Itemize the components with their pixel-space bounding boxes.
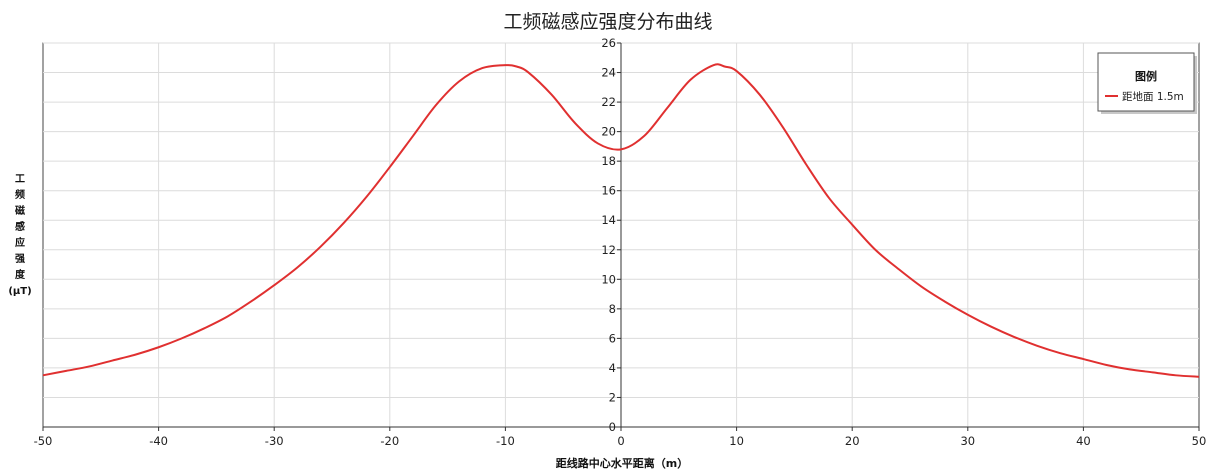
y-axis-title: 工频磁感应强度 [15,174,26,281]
x-tick-label: -20 [380,434,399,448]
y-tick-label: 4 [609,361,616,375]
x-tick-label: 0 [617,434,624,448]
x-tick-label: 10 [729,434,744,448]
series-lines [42,63,1200,378]
y-tick-label: 2 [609,390,616,404]
x-tick-label: -50 [34,434,53,448]
y-axis-unit: (μT) [8,286,31,297]
y-tick-label: 16 [601,184,616,198]
x-tick-label: 20 [845,434,860,448]
x-axis-title: 距线路中心水平距离（m） [556,456,688,470]
y-tick-label: 18 [601,154,616,168]
y-tick-label: 12 [601,243,616,257]
y-tick-label: 26 [601,36,616,50]
legend-title: 图例 [1135,69,1157,83]
y-tick-label: 24 [601,66,616,80]
y-axis-title-char: 强 [15,253,25,265]
tick-labels: -50 -40 -30 -20 -10 0 10 20 30 40 5002468101214161… [34,36,1207,448]
y-axis-title-char: 频 [15,188,25,201]
y-tick-label: 0 [609,420,616,434]
x-tick-label: -40 [149,434,168,448]
x-tick-label: 40 [1076,434,1091,448]
series-line-距地面 1.5m [42,63,1200,378]
y-axis-title-char: 度 [15,268,26,281]
x-tick-label: 30 [960,434,975,448]
y-tick-label: 6 [609,331,616,345]
legend-box [1097,52,1195,112]
chart-title: 工频磁感应强度分布曲线 [503,11,712,33]
y-axis-title-char: 磁 [15,204,25,217]
y-tick-label: 8 [609,302,616,316]
legend-entry-label: 距地面 1.5m [1122,90,1184,103]
y-axis-title-char: 应 [15,236,25,249]
y-tick-label: 14 [601,213,616,227]
y-tick-label: 10 [601,272,616,286]
x-tick-label: 50 [1192,434,1207,448]
x-tick-label: -10 [496,434,515,448]
legend: 图例 距地面 1.5m [1097,52,1197,114]
y-axis-title-char: 工 [15,174,25,185]
y-tick-label: 20 [601,125,616,139]
x-tick-label: -30 [265,434,284,448]
y-axis-title-char: 感 [15,220,25,233]
y-tick-label: 22 [601,95,616,109]
